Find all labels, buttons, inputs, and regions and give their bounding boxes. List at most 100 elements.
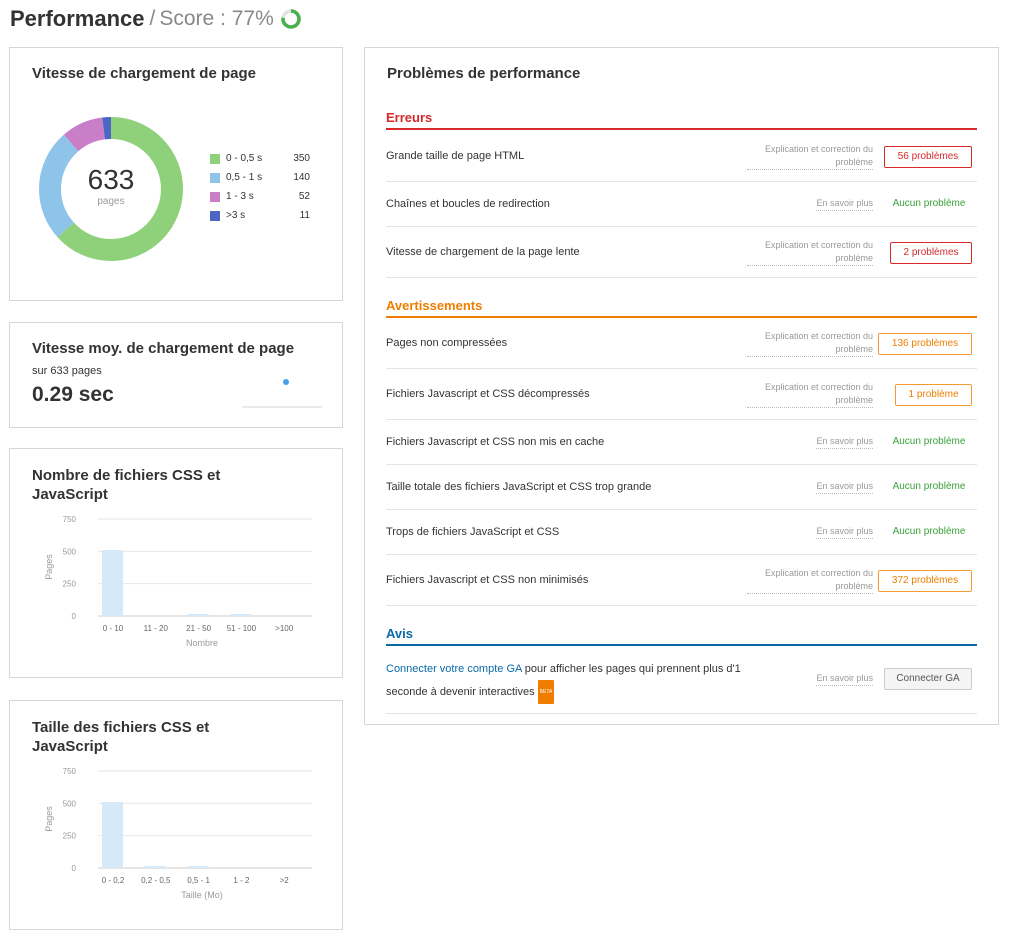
bar bbox=[102, 550, 123, 616]
issue-count-badge[interactable]: 1 problème bbox=[895, 383, 972, 406]
legend-value: 52 bbox=[298, 191, 310, 202]
legend-item[interactable]: 1 - 3 s 52 bbox=[210, 187, 310, 206]
avg-speed-card: Vitesse moy. de chargement de page sur 6… bbox=[9, 322, 343, 428]
x-tick-label: >100 bbox=[275, 624, 294, 633]
css-js-count-chart: 750 500 250 0 Pages 0 - 10 11 - 20 21 - 50 51 - … bbox=[44, 515, 312, 648]
bar bbox=[187, 866, 209, 868]
legend-swatch bbox=[210, 191, 220, 202]
explanation-link[interactable]: Explication et correction du problème bbox=[747, 567, 873, 594]
issue-count-badge[interactable]: 2 problèmes bbox=[890, 241, 972, 264]
y-tick-label: 250 bbox=[63, 580, 77, 589]
connect-ga-button[interactable]: Connecter GA bbox=[884, 668, 972, 690]
no-issue-label: Aucun problème bbox=[892, 525, 966, 537]
legend-swatch bbox=[210, 153, 220, 164]
explanation-link[interactable]: Explication et correction du problème bbox=[747, 381, 873, 408]
legend-value: 350 bbox=[293, 153, 310, 164]
notice-row-ga: Connecter votre compte GA pour afficher … bbox=[386, 652, 977, 714]
bar bbox=[102, 802, 123, 868]
x-tick-label: 0 - 0,2 bbox=[102, 876, 125, 885]
x-tick-label: 0 - 10 bbox=[103, 624, 124, 633]
y-tick-label: 500 bbox=[63, 799, 77, 808]
css-js-size-title: Taille des fichiers CSS et JavaScript bbox=[32, 719, 210, 755]
explanation-link[interactable]: Explication et correction du problème bbox=[747, 239, 873, 266]
avg-speed-subtitle: sur 633 pages bbox=[32, 365, 102, 377]
y-tick-label: 0 bbox=[72, 864, 77, 873]
avg-speed-title: Vitesse moy. de chargement de page bbox=[32, 340, 295, 357]
notice-ga-text: Connecter votre compte GA pour afficher … bbox=[386, 658, 766, 704]
issue-row[interactable]: Grande taille de page HTML Explication et… bbox=[386, 132, 977, 182]
issue-row[interactable]: Taille totale des fichiers JavaScript et… bbox=[386, 465, 977, 510]
x-axis-label: Taille (Mo) bbox=[181, 890, 223, 900]
y-axis-label: Pages bbox=[44, 806, 54, 832]
issue-row[interactable]: Vitesse de chargement de la page lente Ex… bbox=[386, 227, 977, 278]
beta-badge: BETA bbox=[537, 680, 555, 704]
x-tick-label: 1 - 2 bbox=[233, 876, 250, 885]
issue-count-badge[interactable]: 372 problèmes bbox=[878, 569, 972, 592]
avg-speed-sparkline bbox=[242, 379, 322, 408]
donut-slice-1 bbox=[39, 117, 183, 261]
y-axis-label: Pages bbox=[44, 554, 54, 580]
learn-more-link[interactable]: En savoir plus bbox=[816, 197, 873, 211]
notice-learn-more-link[interactable]: En savoir plus bbox=[816, 672, 873, 686]
issue-count-badge[interactable]: 56 problèmes bbox=[884, 146, 972, 168]
total-pages-value: 633 bbox=[87, 163, 135, 195]
warnings-section-header: Avertissements bbox=[386, 298, 977, 318]
issue-name: Fichiers Javascript et CSS non minimisés bbox=[386, 573, 589, 586]
issue-count-badge[interactable]: 136 problèmes bbox=[878, 333, 972, 355]
total-pages-label: pages bbox=[97, 195, 125, 207]
issue-name: Chaînes et boucles de redirection bbox=[386, 197, 550, 210]
page-title: Performance bbox=[10, 6, 145, 31]
issue-row[interactable]: Chaînes et boucles de redirection En savo… bbox=[386, 182, 977, 227]
issue-row[interactable]: Fichiers Javascript et CSS non mis en ca… bbox=[386, 420, 977, 465]
x-tick-label: >2 bbox=[280, 876, 290, 885]
explanation-link[interactable]: Explication et correction du problème bbox=[747, 330, 873, 357]
css-js-size-card: Taille des fichiers CSS et JavaScript 75… bbox=[9, 700, 343, 930]
legend-label: 0 - 0,5 s bbox=[226, 153, 263, 164]
performance-issues-title: Problèmes de performance bbox=[387, 65, 581, 82]
issue-row[interactable]: Pages non compressées Explication et corr… bbox=[386, 319, 977, 369]
css-js-size-chart: 750 500 250 0 Pages 0 - 0,2 0,2 - 0,5 0,5 - 1 1 … bbox=[44, 767, 312, 900]
y-tick-label: 750 bbox=[63, 767, 77, 776]
legend-item[interactable]: 0 - 0,5 s 350 bbox=[210, 149, 310, 168]
learn-more-link[interactable]: En savoir plus bbox=[816, 480, 873, 494]
bar bbox=[230, 614, 252, 616]
no-issue-label: Aucun problème bbox=[892, 480, 966, 492]
issue-row[interactable]: Fichiers Javascript et CSS non minimisés… bbox=[386, 555, 977, 606]
connect-ga-link[interactable]: Connecter votre compte GA bbox=[386, 663, 522, 675]
avg-speed-value: 0.29 sec bbox=[32, 383, 114, 406]
legend-item[interactable]: >3 s 11 bbox=[210, 206, 310, 225]
y-tick-label: 250 bbox=[63, 832, 77, 841]
css-js-count-title: Nombre de fichiers CSS et JavaScript bbox=[32, 467, 221, 503]
issue-name: Grande taille de page HTML bbox=[386, 150, 525, 162]
page-speed-card: Vitesse de chargement de page 633 pages … bbox=[9, 47, 343, 301]
page-speed-donut: 633 pages bbox=[38, 116, 184, 262]
legend-item[interactable]: 0,5 - 1 s 140 bbox=[210, 168, 310, 187]
page-speed-title: Vitesse de chargement de page bbox=[32, 65, 256, 82]
x-tick-label: 0,5 - 1 bbox=[187, 876, 210, 885]
x-tick-label: 11 - 20 bbox=[144, 624, 169, 633]
notice-ga-description: pour afficher les pages qui prennent plu… bbox=[386, 663, 741, 698]
learn-more-link[interactable]: En savoir plus bbox=[816, 435, 873, 449]
no-issue-label: Aucun problème bbox=[892, 435, 966, 447]
page-header: Performance / Score : 77% bbox=[10, 6, 302, 32]
explanation-link[interactable]: Explication et correction du problème bbox=[747, 143, 873, 170]
issue-name: Fichiers Javascript et CSS non mis en ca… bbox=[386, 435, 605, 448]
no-issue-label: Aucun problème bbox=[892, 197, 966, 209]
issue-name: Pages non compressées bbox=[386, 337, 508, 349]
y-tick-label: 750 bbox=[63, 515, 77, 524]
y-tick-label: 500 bbox=[63, 547, 77, 556]
performance-issues-card: Problèmes de performance Erreurs Grande … bbox=[364, 47, 999, 725]
x-axis-label: Nombre bbox=[186, 638, 218, 648]
legend-label: 1 - 3 s bbox=[226, 191, 254, 202]
x-tick-label: 21 - 50 bbox=[186, 624, 211, 633]
learn-more-link[interactable]: En savoir plus bbox=[816, 525, 873, 539]
sparkline-point bbox=[283, 379, 289, 385]
score-label: Score : 77% bbox=[159, 7, 274, 30]
bar bbox=[187, 614, 209, 616]
issue-row[interactable]: Trops de fichiers JavaScript et CSS En sa… bbox=[386, 510, 977, 555]
issue-name: Fichiers Javascript et CSS décompressés bbox=[386, 387, 590, 400]
legend-value: 11 bbox=[299, 210, 310, 221]
issue-name: Taille totale des fichiers JavaScript et… bbox=[386, 480, 652, 493]
issue-row[interactable]: Fichiers Javascript et CSS décompressés E… bbox=[386, 369, 977, 420]
issue-name: Trops de fichiers JavaScript et CSS bbox=[386, 525, 560, 538]
